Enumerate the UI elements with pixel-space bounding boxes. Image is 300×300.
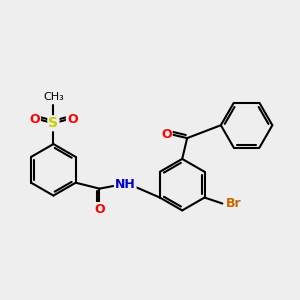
Text: Br: Br	[226, 197, 242, 210]
Text: O: O	[67, 113, 77, 126]
Text: CH₃: CH₃	[43, 92, 64, 102]
Text: NH: NH	[115, 178, 136, 191]
Text: S: S	[48, 116, 59, 130]
Text: O: O	[29, 113, 40, 126]
Text: O: O	[94, 203, 105, 216]
Text: O: O	[161, 128, 172, 141]
